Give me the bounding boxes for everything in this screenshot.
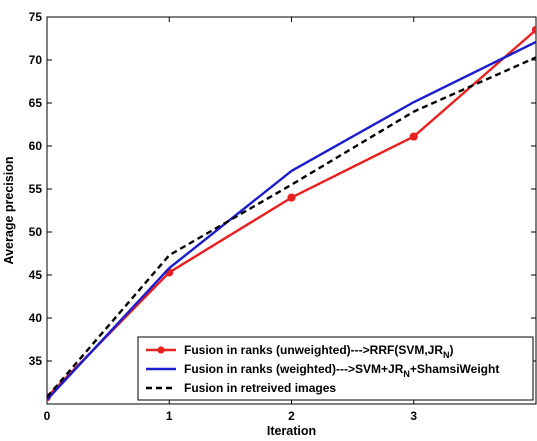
legend-box xyxy=(137,336,534,401)
y-tick-label: 55 xyxy=(29,182,43,196)
legend-label-2: Fusion in ranks (weighted)--->SVM+JRN+Sh… xyxy=(184,362,499,379)
series-1-point xyxy=(287,193,296,202)
y-axis-label: Average precision xyxy=(2,157,16,265)
y-tick-label: 75 xyxy=(29,10,43,24)
x-tick-label: 2 xyxy=(288,409,295,423)
y-tick-label: 65 xyxy=(29,96,43,110)
y-tick-label: 45 xyxy=(29,268,43,282)
series-line-2 xyxy=(47,40,536,401)
series-line-3 xyxy=(47,56,536,398)
x-axis-label: Iteration xyxy=(267,424,316,438)
x-tick-label: 1 xyxy=(166,409,173,423)
y-tick-label: 35 xyxy=(29,354,43,368)
series-lines xyxy=(47,25,536,402)
x-tick-label: 0 xyxy=(44,409,51,423)
series-1-point xyxy=(409,132,418,141)
series-group xyxy=(47,25,536,402)
series-1-point xyxy=(531,25,536,34)
legend-label-3: Fusion in retreived images xyxy=(184,381,336,395)
y-tick-label: 40 xyxy=(29,311,43,325)
legend-label-1: Fusion in ranks (unweighted)--->RRF(SVM,… xyxy=(184,343,454,360)
y-tick-label: 50 xyxy=(29,225,43,239)
legend-marker-1 xyxy=(157,346,165,354)
legend: Fusion in ranks (unweighted)--->RRF(SVM,… xyxy=(137,336,534,401)
axes: 35 40 45 50 55 60 65 70 75 0 1 2 3 xyxy=(29,10,536,423)
y-tick-label: 60 xyxy=(29,139,43,153)
y-tick-label: 70 xyxy=(29,53,43,67)
x-tick-label: 3 xyxy=(410,409,417,423)
